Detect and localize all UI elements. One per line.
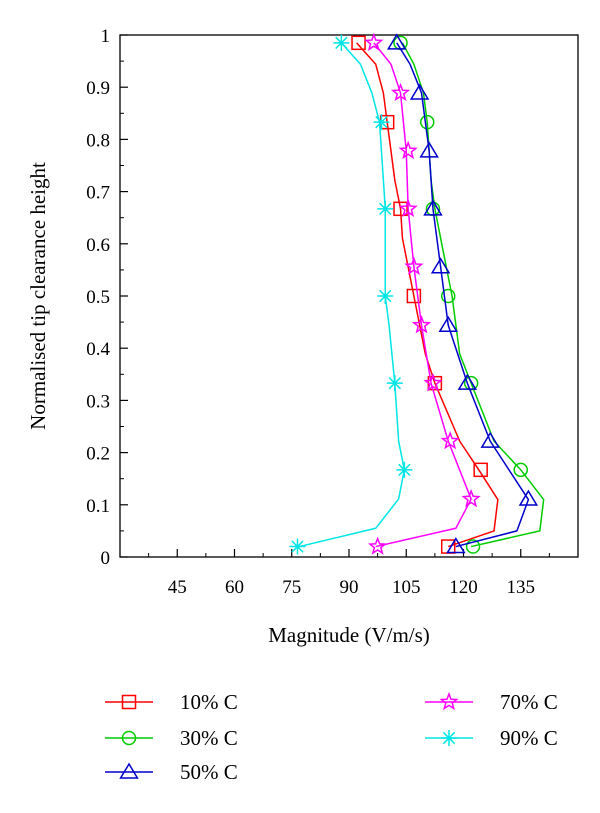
data-point bbox=[430, 257, 451, 274]
legend-marker bbox=[119, 762, 139, 779]
series-line bbox=[356, 42, 499, 548]
data-point bbox=[368, 536, 388, 555]
data-point bbox=[377, 288, 394, 304]
data-point bbox=[513, 462, 528, 478]
data-point bbox=[457, 373, 478, 390]
data-point bbox=[377, 200, 394, 217]
data-point bbox=[351, 35, 366, 51]
series-1 bbox=[351, 35, 499, 554]
legend-marker bbox=[121, 730, 137, 746]
legend-marker bbox=[439, 691, 459, 711]
x-tick-label: 120 bbox=[449, 577, 478, 598]
data-point bbox=[419, 141, 439, 158]
series-line bbox=[401, 42, 545, 548]
x-axis-label: Magnitude (V/m/s) bbox=[268, 623, 430, 647]
data-point bbox=[461, 488, 481, 508]
plot-frame bbox=[119, 34, 579, 558]
series-line bbox=[299, 42, 406, 548]
data-point bbox=[386, 33, 407, 50]
data-point bbox=[423, 373, 443, 392]
data-point bbox=[423, 199, 443, 216]
legend-marker bbox=[121, 694, 137, 710]
x-tick-label: 105 bbox=[392, 577, 421, 598]
y-tick-label: 0.5 bbox=[86, 287, 110, 308]
data-point bbox=[446, 537, 466, 554]
y-tick-label: 0.9 bbox=[86, 78, 110, 99]
series-5 bbox=[289, 34, 413, 555]
y-tick-label: 0 bbox=[101, 548, 111, 569]
data-point bbox=[396, 461, 413, 478]
y-tick-label: 0.4 bbox=[86, 339, 110, 360]
data-point bbox=[289, 538, 306, 555]
legend-label: 30% C bbox=[180, 726, 238, 750]
legend-label: 70% C bbox=[500, 690, 558, 714]
data-point bbox=[480, 431, 500, 448]
x-tick-label: 135 bbox=[507, 577, 536, 598]
legend-label: 90% C bbox=[500, 726, 558, 750]
legend-marker bbox=[441, 730, 457, 746]
data-point bbox=[411, 315, 432, 334]
legend-item: 10% C bbox=[105, 690, 238, 714]
y-axis-label: Normalised tip clearance height bbox=[26, 162, 50, 430]
data-point bbox=[440, 431, 460, 450]
data-point bbox=[398, 198, 418, 218]
x-tick-label: 60 bbox=[225, 577, 244, 598]
legend-label: 50% C bbox=[180, 760, 238, 784]
y-tick-label: 0.2 bbox=[86, 444, 110, 465]
data-point bbox=[398, 140, 418, 160]
legend-item: 70% C bbox=[425, 690, 558, 714]
series-2 bbox=[393, 35, 545, 554]
legend-label: 10% C bbox=[180, 690, 238, 714]
y-tick-label: 0.8 bbox=[86, 130, 110, 151]
legend: 10% C 30% C 50% C 70% C 90% C bbox=[105, 690, 558, 784]
data-point bbox=[364, 32, 384, 52]
data-point bbox=[373, 114, 390, 131]
data-point bbox=[409, 83, 430, 100]
data-point bbox=[440, 288, 456, 304]
data-point bbox=[390, 82, 411, 102]
x-tick-label: 45 bbox=[168, 577, 187, 598]
data-point bbox=[419, 114, 435, 130]
data-point bbox=[473, 462, 488, 478]
data-point bbox=[518, 489, 539, 506]
data-point bbox=[406, 288, 422, 304]
data-point bbox=[438, 315, 458, 332]
series-3 bbox=[386, 33, 539, 554]
series-4 bbox=[364, 32, 481, 555]
data-point bbox=[386, 375, 403, 392]
y-tick-label: 1 bbox=[101, 26, 111, 47]
legend-item: 30% C bbox=[105, 726, 238, 750]
data-point bbox=[333, 34, 350, 51]
series-line bbox=[396, 42, 530, 548]
x-tick-label: 90 bbox=[340, 577, 359, 598]
data-point bbox=[404, 256, 424, 275]
x-tick-label: 75 bbox=[282, 577, 301, 598]
y-ticks: 0 0.1 0.2 0.3 0.4 0.5 0.6 0.7 0.8 0.9 1 bbox=[86, 26, 128, 569]
x-ticks: 45 60 75 90 105 120 135 bbox=[148, 549, 550, 598]
y-tick-label: 0.1 bbox=[86, 496, 110, 517]
data-point bbox=[465, 539, 481, 554]
series-layer bbox=[289, 32, 545, 555]
y-tick-label: 0.3 bbox=[86, 391, 110, 412]
legend-item: 50% C bbox=[105, 760, 238, 784]
legend-item: 90% C bbox=[425, 726, 558, 750]
y-tick-label: 0.7 bbox=[86, 183, 110, 204]
y-tick-label: 0.6 bbox=[86, 235, 110, 256]
data-point bbox=[393, 201, 408, 217]
